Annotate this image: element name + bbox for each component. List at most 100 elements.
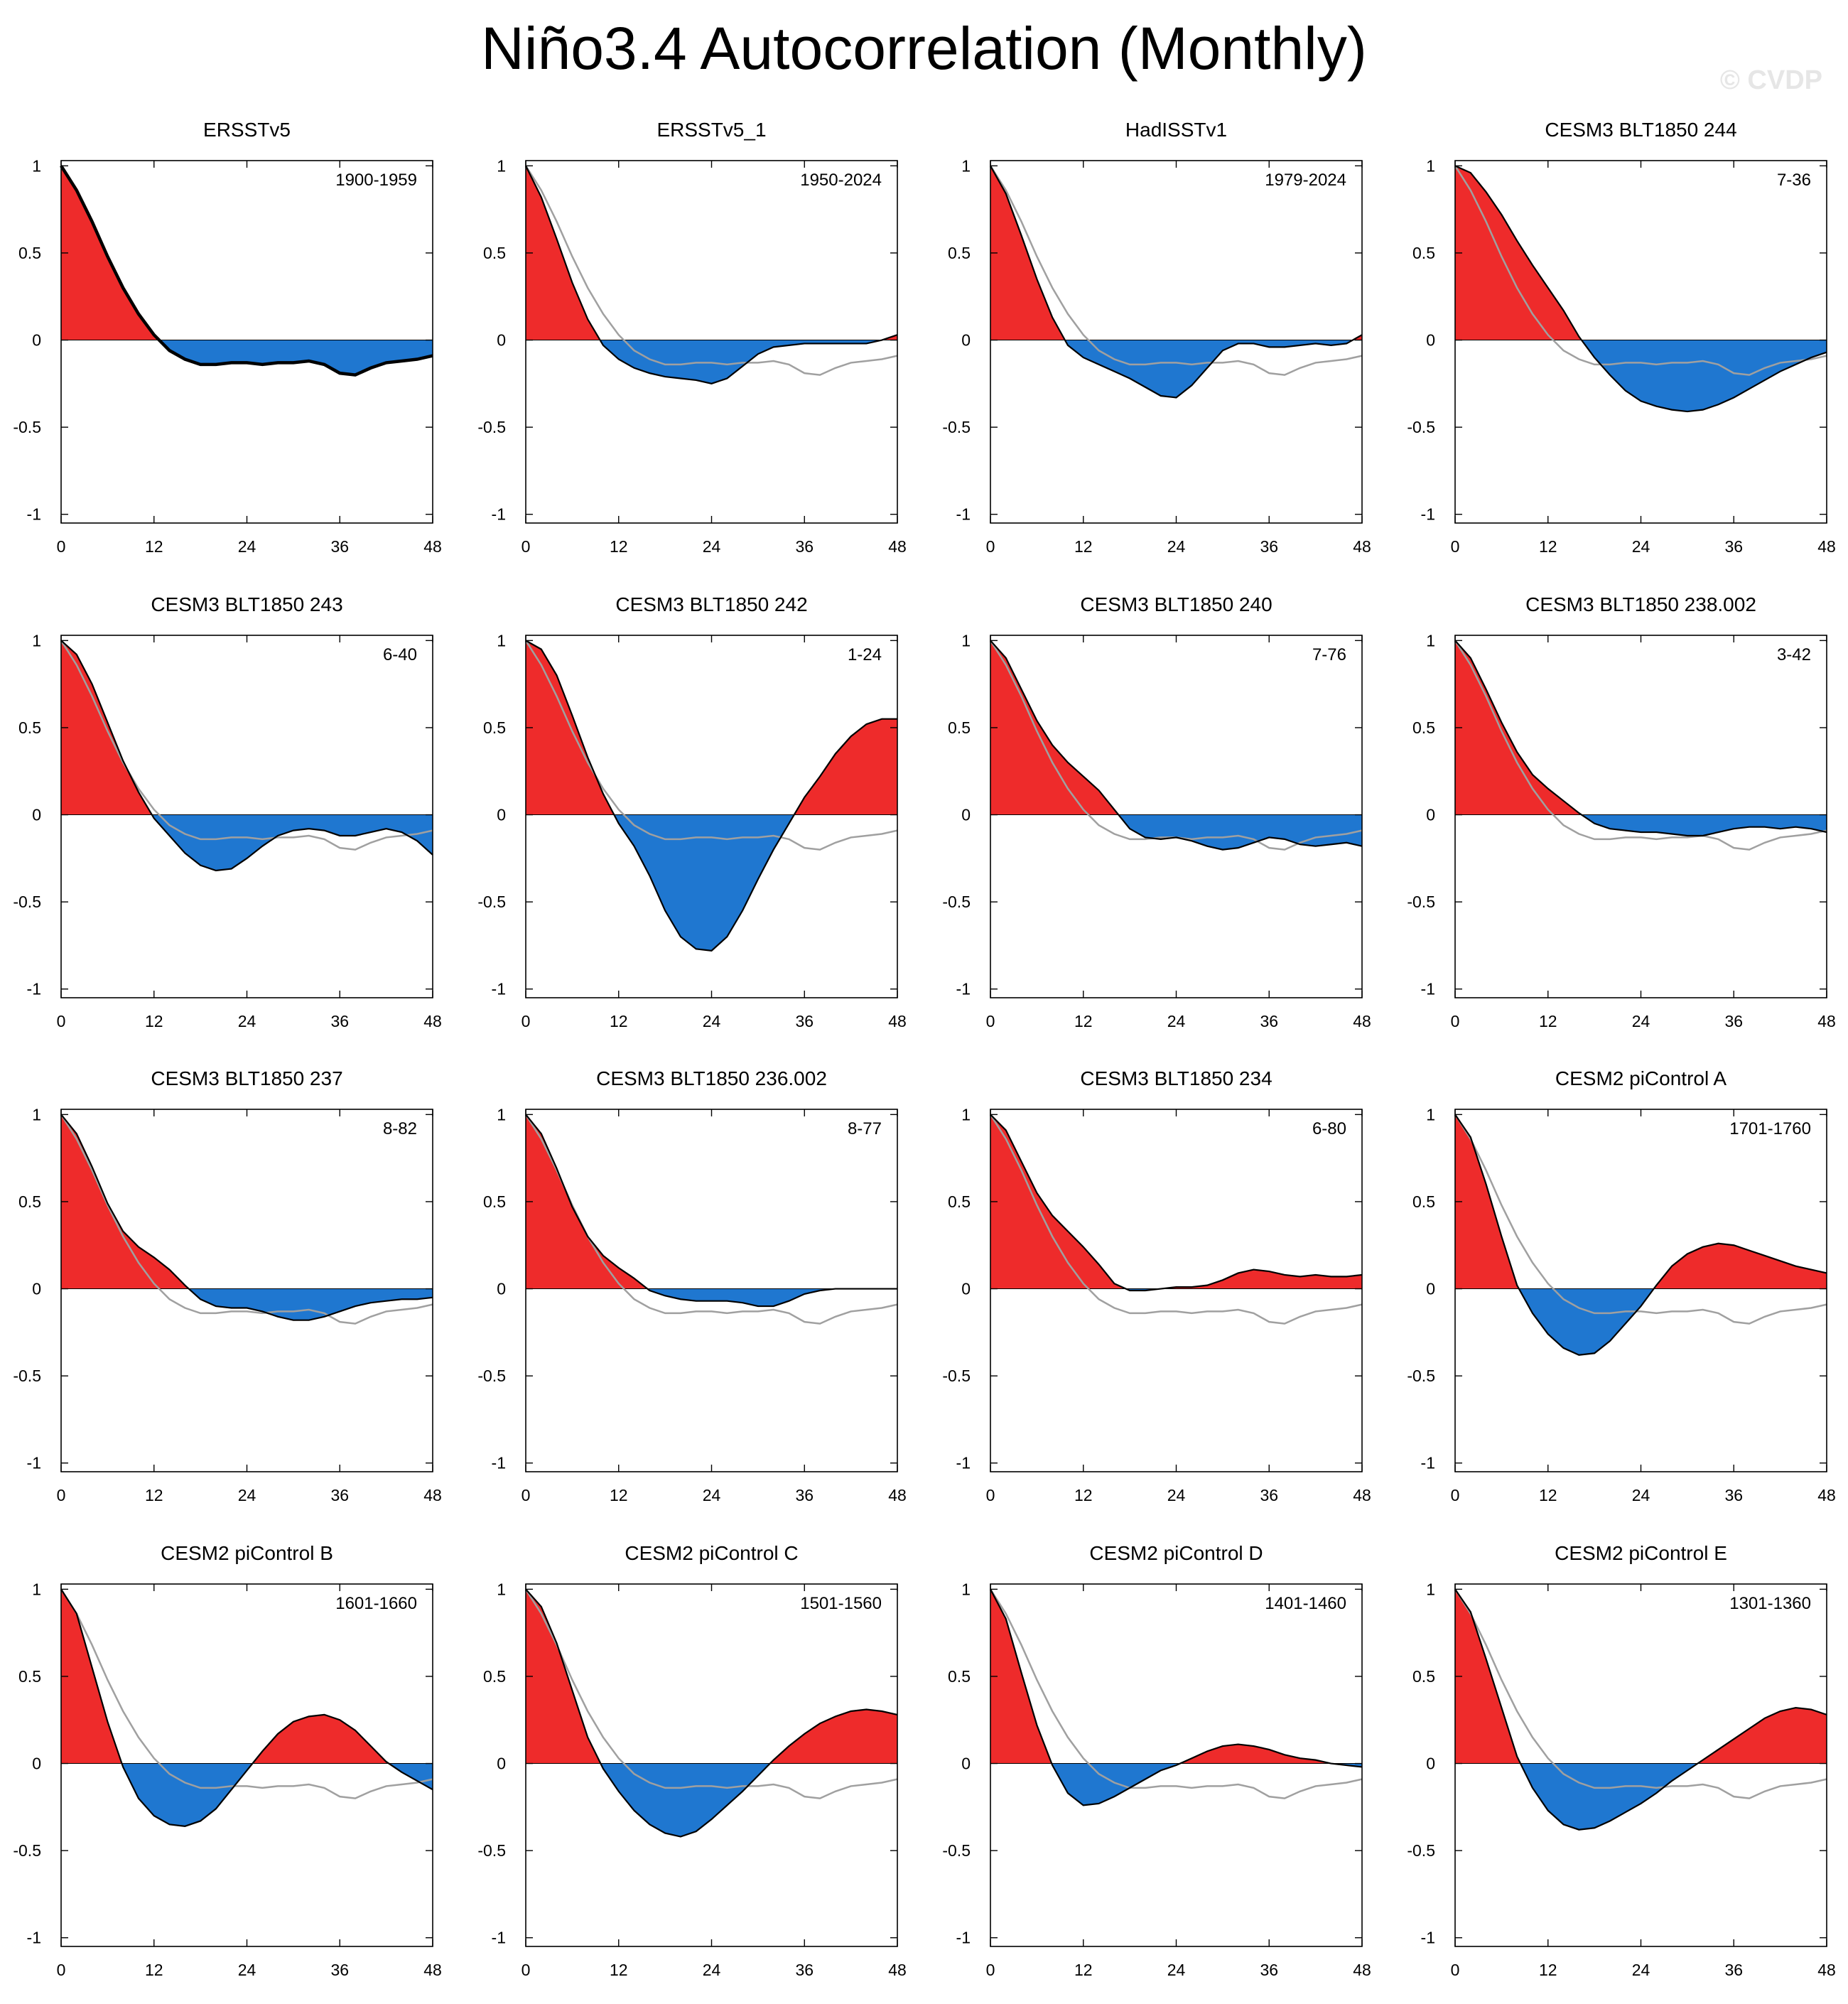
y-tick-label: 0.5 bbox=[18, 1667, 41, 1686]
x-tick-label: 36 bbox=[330, 1486, 349, 1504]
y-tick-label: 1 bbox=[961, 156, 971, 175]
y-tick-label: -0.5 bbox=[477, 1841, 506, 1860]
x-tick-label: 0 bbox=[1451, 537, 1460, 556]
y-tick-label: 1 bbox=[497, 631, 506, 650]
y-tick-label: -0.5 bbox=[942, 1367, 971, 1385]
autocorr-panel: CESM3 BLT1850 243 0 12 24 36 48 1 0.5 0 -0.5 -1 6-4… bbox=[13, 593, 441, 1030]
x-tick-label: 48 bbox=[1353, 1961, 1371, 1979]
y-tick-label: 0.5 bbox=[948, 1192, 971, 1211]
series-line bbox=[60, 640, 433, 872]
x-tick-label: 36 bbox=[1260, 537, 1278, 556]
reference-line bbox=[524, 640, 898, 851]
autocorr-panel: CESM3 BLT1850 242 0 12 24 36 48 1 0.5 0 -0.5 -1 1-2… bbox=[477, 593, 906, 1030]
y-tick-label: -1 bbox=[27, 505, 41, 524]
negative-area bbox=[151, 814, 433, 871]
y-tick-label: -1 bbox=[1421, 505, 1435, 524]
panel-title: CESM3 BLT1850 242 bbox=[615, 593, 807, 615]
y-tick-label: -0.5 bbox=[13, 1841, 41, 1860]
y-tick-label: 1 bbox=[32, 1105, 41, 1124]
panel-title: CESM2 piControl A bbox=[1555, 1067, 1727, 1089]
x-tick-label: 24 bbox=[703, 1961, 721, 1979]
y-tick-label: 0.5 bbox=[948, 244, 971, 262]
autocorr-panel: CESM3 BLT1850 244 0 12 24 36 48 1 0.5 0 -0.5 -1 7-3… bbox=[1407, 119, 1835, 556]
positive-area bbox=[526, 166, 897, 340]
y-tick-label: 0.5 bbox=[1412, 718, 1435, 737]
y-tick-label: 0.5 bbox=[483, 718, 506, 737]
panel-title: ERSSTv5_1 bbox=[656, 119, 766, 141]
negative-area bbox=[1581, 340, 1827, 412]
panel-title: CESM3 BLT1850 236.002 bbox=[596, 1067, 827, 1089]
y-tick-label: 0 bbox=[961, 806, 971, 824]
panel-title: CESM3 BLT1850 243 bbox=[151, 593, 342, 615]
x-tick-label: 12 bbox=[1539, 1961, 1557, 1979]
y-tick-label: 1 bbox=[32, 156, 41, 175]
y-tick-label: -0.5 bbox=[13, 893, 41, 911]
negative-area bbox=[188, 1288, 433, 1320]
x-tick-label: 12 bbox=[1539, 1012, 1557, 1030]
y-tick-label: 0 bbox=[32, 1280, 41, 1298]
x-tick-label: 12 bbox=[610, 537, 628, 556]
panel-title: CESM2 piControl B bbox=[161, 1542, 333, 1564]
x-tick-label: 12 bbox=[145, 1961, 163, 1979]
period-label: 6-40 bbox=[383, 645, 417, 664]
period-label: 1701-1760 bbox=[1729, 1119, 1811, 1138]
panel-title: CESM3 BLT1850 237 bbox=[151, 1067, 342, 1089]
y-tick-label: 1 bbox=[961, 1580, 971, 1598]
y-tick-label: -1 bbox=[492, 505, 506, 524]
y-tick-label: -1 bbox=[1421, 1929, 1435, 1947]
cvdp-watermark: © CVDP bbox=[1719, 65, 1822, 95]
reference-line bbox=[524, 165, 898, 376]
positive-area bbox=[990, 640, 1119, 815]
y-tick-label: -0.5 bbox=[1407, 418, 1435, 436]
x-tick-label: 0 bbox=[986, 1012, 995, 1030]
positive-area bbox=[990, 1589, 1331, 1764]
series-line bbox=[525, 1588, 898, 1838]
x-tick-label: 24 bbox=[703, 537, 721, 556]
x-tick-label: 48 bbox=[1817, 1961, 1836, 1979]
x-tick-label: 36 bbox=[1260, 1961, 1278, 1979]
x-tick-label: 24 bbox=[1632, 1961, 1650, 1979]
negative-area bbox=[600, 340, 882, 384]
positive-area bbox=[61, 1589, 389, 1764]
y-tick-label: -1 bbox=[27, 1929, 41, 1947]
reference-line bbox=[60, 1588, 433, 1799]
y-tick-label: -0.5 bbox=[1407, 893, 1435, 911]
y-tick-label: 1 bbox=[497, 1105, 506, 1124]
x-tick-label: 36 bbox=[1724, 1012, 1743, 1030]
period-label: 1979-2024 bbox=[1265, 171, 1346, 190]
y-tick-label: 1 bbox=[1426, 1105, 1435, 1124]
x-tick-label: 24 bbox=[1167, 1961, 1186, 1979]
series-line bbox=[525, 1114, 897, 1308]
x-tick-label: 0 bbox=[57, 1012, 66, 1030]
x-tick-label: 48 bbox=[888, 1012, 907, 1030]
negative-area bbox=[1581, 814, 1827, 836]
x-tick-label: 0 bbox=[522, 1012, 531, 1030]
period-label: 1501-1560 bbox=[800, 1594, 882, 1613]
series-line bbox=[1454, 640, 1827, 837]
y-tick-label: -1 bbox=[956, 980, 971, 998]
series-line bbox=[525, 165, 898, 384]
y-tick-label: 0.5 bbox=[1412, 244, 1435, 262]
negative-area bbox=[647, 1288, 836, 1307]
panel-title: CESM2 piControl E bbox=[1555, 1542, 1727, 1564]
x-tick-label: 48 bbox=[1817, 537, 1836, 556]
panel-title: CESM3 BLT1850 244 bbox=[1545, 119, 1736, 141]
panel-title: CESM2 piControl C bbox=[625, 1542, 798, 1564]
y-tick-label: -0.5 bbox=[477, 893, 506, 911]
y-tick-label: -1 bbox=[492, 980, 506, 998]
y-tick-label: -1 bbox=[1421, 980, 1435, 998]
x-tick-label: 36 bbox=[330, 1961, 349, 1979]
y-tick-label: 1 bbox=[1426, 156, 1435, 175]
x-tick-label: 12 bbox=[145, 537, 163, 556]
y-tick-label: 0 bbox=[1426, 806, 1435, 824]
autocorr-panel: CESM3 BLT1850 234 0 12 24 36 48 1 0.5 0 -0.5 -1 6-8… bbox=[942, 1067, 1371, 1504]
x-tick-label: 24 bbox=[1167, 1012, 1186, 1030]
panel-title: CESM3 BLT1850 240 bbox=[1080, 593, 1272, 615]
x-tick-label: 36 bbox=[795, 537, 814, 556]
period-label: 6-80 bbox=[1312, 1119, 1346, 1138]
y-tick-label: -0.5 bbox=[942, 893, 971, 911]
panel-title: CESM2 piControl D bbox=[1089, 1542, 1263, 1564]
x-tick-label: 24 bbox=[1167, 1486, 1186, 1504]
y-tick-label: -0.5 bbox=[477, 418, 506, 436]
x-tick-label: 24 bbox=[1167, 537, 1186, 556]
